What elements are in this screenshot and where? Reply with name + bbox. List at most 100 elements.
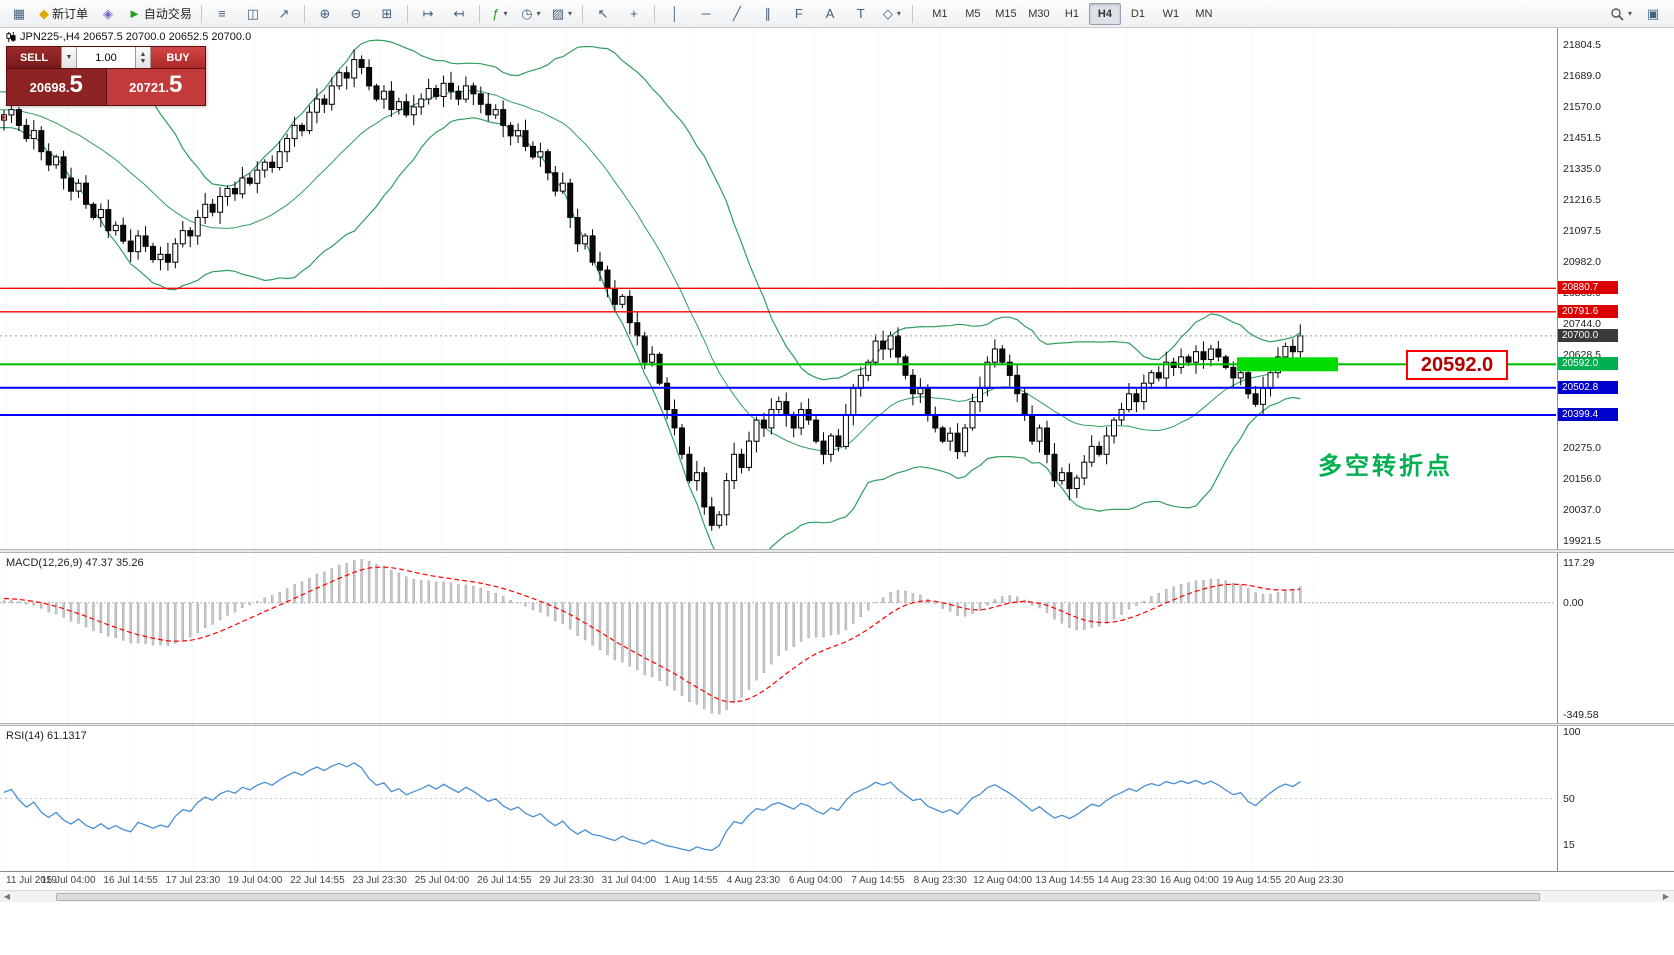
crosshair-button[interactable]: + bbox=[619, 2, 649, 26]
text-label-button[interactable]: T bbox=[846, 2, 876, 26]
timeframe-d1-button[interactable]: D1 bbox=[1130, 7, 1145, 20]
macd-axis-tick: 117.29 bbox=[1563, 556, 1595, 569]
metaeditor-button[interactable]: ◈ bbox=[93, 2, 123, 26]
new-chart-icon: ▦ bbox=[12, 6, 26, 21]
channel-button[interactable]: ∥ bbox=[753, 2, 783, 26]
fibonacci-icon: F bbox=[794, 6, 803, 21]
scroll-right-arrow[interactable]: ▶ bbox=[1662, 892, 1670, 901]
toolbar: ▦ ◆ 新订单 ◈ ► 自动交易 ≡ ◫ ↗ ⊕ ⊖ ⊞ ↦ ↤ ƒ ▾ ◷ ▾ ▨ ▾ ↖ + │ ─ ╱ ∥ F A T ◇ ▾ M1 M… bbox=[0, 0, 1674, 28]
trendline-button[interactable]: ╱ bbox=[722, 2, 752, 26]
horizontal-scrollbar[interactable]: ◀ ▶ bbox=[0, 890, 1674, 902]
time-axis-label: 6 Aug 04:00 bbox=[788, 875, 843, 886]
timeframe-group: M1 M5 M15 M30 H1 H4 D1 W1 MN bbox=[924, 2, 1220, 25]
timeframe-m15-button[interactable]: M15 bbox=[995, 7, 1017, 20]
candlestick-chart-button[interactable]: ◫ bbox=[238, 2, 268, 26]
line-chart-button[interactable]: ↗ bbox=[269, 2, 299, 26]
time-axis-label: 31 Jul 04:00 bbox=[601, 875, 657, 886]
sell-price-display[interactable]: 20698. 5 bbox=[7, 69, 106, 105]
new-order-button[interactable]: ◆ 新订单 bbox=[35, 2, 92, 26]
price-axis-tick: 21570.0 bbox=[1563, 100, 1601, 113]
caret-down-icon: ▼ bbox=[65, 54, 73, 61]
periods-icon: ◷ bbox=[521, 6, 533, 21]
horizontal-line-button[interactable]: ─ bbox=[691, 2, 721, 26]
time-axis-label: 11 Jul 2019 bbox=[6, 875, 57, 886]
macd-chart[interactable] bbox=[0, 553, 1556, 723]
periods-button[interactable]: ◷ ▾ bbox=[516, 2, 546, 26]
text-icon: A bbox=[825, 6, 835, 21]
price-badge: 20502.8 bbox=[1558, 380, 1618, 394]
timeframe-w1-button[interactable]: W1 bbox=[1162, 7, 1180, 20]
timeframe-m1-button[interactable]: M1 bbox=[932, 7, 948, 20]
time-axis-label: 17 Jul 23:30 bbox=[165, 875, 221, 886]
pane-splitter[interactable] bbox=[0, 549, 1674, 553]
zoom-in-icon: ⊕ bbox=[319, 6, 331, 21]
search-button[interactable]: ▾ bbox=[1606, 2, 1636, 26]
time-axis-label: 1 Aug 14:55 bbox=[664, 875, 718, 886]
horizontal-line-icon: ─ bbox=[701, 6, 711, 21]
price-axis[interactable]: 21804.5 21689.0 21570.0 21451.5 21335.0 21216… bbox=[1557, 28, 1674, 871]
toolbar-separator bbox=[406, 4, 408, 23]
vertical-line-button[interactable]: │ bbox=[660, 2, 690, 26]
buy-price-display[interactable]: 20721. 5 bbox=[105, 69, 205, 105]
indicators-icon: ƒ bbox=[492, 6, 500, 21]
time-axis-label: 22 Jul 14:55 bbox=[290, 875, 345, 886]
cursor-button[interactable]: ↖ bbox=[588, 2, 618, 26]
time-axis-label: 19 Aug 14:55 bbox=[1222, 875, 1282, 886]
buy-button[interactable]: BUY bbox=[151, 47, 205, 68]
new-chart-button[interactable]: ▦ bbox=[4, 2, 34, 26]
toolbar-buttons: ▦ ◆ 新订单 ◈ ► 自动交易 ≡ ◫ ↗ ⊕ ⊖ ⊞ ↦ ↤ ƒ ▾ ◷ ▾ ▨ ▾ ↖ + │ ─ ╱ ∥ F A T ◇ ▾ bbox=[4, 2, 917, 26]
timeframe-mn-button[interactable]: MN bbox=[1195, 7, 1213, 20]
bar-chart-button[interactable]: ≡ bbox=[207, 2, 237, 26]
rsi-chart[interactable] bbox=[0, 726, 1556, 871]
templates-button[interactable]: ▨ ▾ bbox=[547, 2, 577, 26]
time-axis-label: 4 Aug 23:30 bbox=[726, 875, 781, 886]
buy-price-main: 20721 bbox=[129, 79, 166, 95]
price-axis-tick: 21804.5 bbox=[1563, 39, 1601, 52]
chart-shift-icon: ↤ bbox=[453, 6, 465, 21]
timeframe-m5-button[interactable]: M5 bbox=[965, 7, 981, 20]
timeframe-m30-button[interactable]: M30 bbox=[1028, 7, 1050, 20]
timeframe-h1-button[interactable]: H1 bbox=[1064, 7, 1079, 20]
zoom-in-button[interactable]: ⊕ bbox=[310, 2, 340, 26]
sell-price-pip: 5 bbox=[69, 71, 83, 98]
price-axis-tick: 20037.0 bbox=[1563, 504, 1601, 517]
caret-down-icon: ▾ bbox=[896, 9, 901, 18]
zoom-out-button[interactable]: ⊖ bbox=[341, 2, 371, 26]
cursor-icon: ↖ bbox=[597, 6, 609, 21]
time-axis-label: 23 Jul 23:30 bbox=[352, 875, 407, 886]
scrollbar-thumb[interactable] bbox=[56, 893, 1540, 901]
autotrading-button-label: 自动交易 bbox=[143, 7, 192, 21]
volume-dropdown-button[interactable]: ▼ bbox=[61, 47, 77, 68]
volume-input[interactable] bbox=[77, 47, 135, 68]
auto-scroll-button[interactable]: ↦ bbox=[413, 2, 443, 26]
toolbar-separator bbox=[478, 4, 480, 23]
chart-shift-button[interactable]: ↤ bbox=[444, 2, 474, 26]
toolbar-separator bbox=[653, 4, 655, 23]
chart-title: JPN225-,H4 20657.5 20700.0 20652.5 20700… bbox=[20, 31, 252, 43]
timeframe-h4-button[interactable]: H4 bbox=[1088, 2, 1121, 25]
price-chart[interactable] bbox=[0, 28, 1556, 549]
price-axis-tick: 19921.5 bbox=[1563, 534, 1601, 547]
autotrading-button[interactable]: ► 自动交易 bbox=[124, 2, 196, 26]
price-callout-label: 20592.0 bbox=[1406, 350, 1508, 380]
scroll-left-arrow[interactable]: ◀ bbox=[3, 892, 11, 901]
windows-button[interactable]: ▣ bbox=[1638, 2, 1668, 26]
sell-button[interactable]: SELL bbox=[7, 47, 61, 68]
indicators-button[interactable]: ƒ ▾ bbox=[485, 2, 515, 26]
shapes-button[interactable]: ◇ ▾ bbox=[877, 2, 907, 26]
tile-windows-button[interactable]: ⊞ bbox=[372, 2, 402, 26]
price-axis-tick: 21451.5 bbox=[1563, 132, 1601, 145]
quick-trade-toggle-icon[interactable]: ▸ bbox=[2, 112, 8, 123]
channel-icon: ∥ bbox=[764, 6, 772, 21]
fibonacci-button[interactable]: F bbox=[784, 2, 814, 26]
volume-spinner[interactable]: ▲ ▼ bbox=[135, 47, 151, 68]
text-button[interactable]: A bbox=[815, 2, 845, 26]
rsi-pane bbox=[0, 726, 1556, 871]
crosshair-icon: + bbox=[630, 6, 638, 21]
pane-splitter[interactable] bbox=[0, 723, 1674, 726]
candlestick-chart-icon: ◫ bbox=[246, 6, 260, 21]
caret-down-icon: ▾ bbox=[503, 9, 508, 18]
search-icon bbox=[1611, 7, 1624, 21]
price-axis-tick: 21216.5 bbox=[1563, 194, 1601, 206]
price-badge: 20399.4 bbox=[1558, 408, 1618, 421]
